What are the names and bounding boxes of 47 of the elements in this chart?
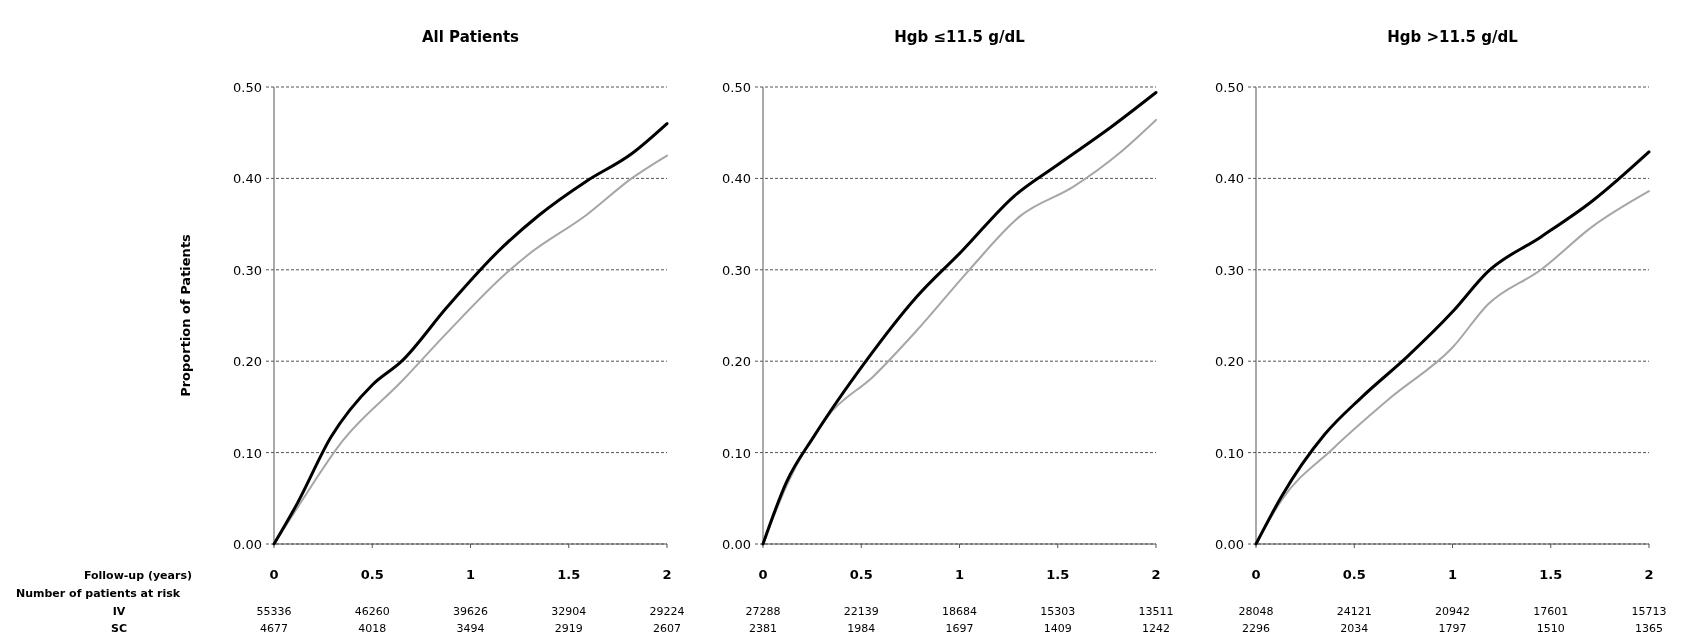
y-tick-label: 0.50 (233, 80, 262, 95)
x-tick-label: 1 (954, 567, 965, 582)
y-axis-title: Proportion of Patients (178, 233, 193, 397)
x-tick-label: 2 (1644, 567, 1654, 582)
y-tick-label: 0.10 (722, 445, 751, 461)
y-tick-label: 0.20 (722, 354, 751, 370)
text: SC (111, 622, 127, 635)
chart-title: All Patients (421, 28, 520, 46)
y-tick-label: 0.50 (1215, 80, 1244, 95)
y-tick-label: 0.30 (1215, 262, 1244, 278)
x-tick-label: 1.5 (557, 567, 581, 582)
y-tick-label: 0.00 (233, 537, 262, 552)
y-tick-label: 0.00 (1215, 537, 1244, 552)
chart-title: Hgb ≤11.5 g/dL (894, 28, 1026, 46)
y-tick-label: 0.50 (722, 80, 751, 95)
text: 28048 24121 20942 17601 15713 (1238, 605, 1667, 618)
y-tick-label: 0.40 (233, 171, 262, 187)
x-tick-label: 0 (269, 567, 279, 582)
chart-title: Hgb >11.5 g/dL (1387, 28, 1519, 46)
text: 27288 22139 18684 15303 13511 (745, 605, 1174, 618)
y-tick-label: 0.30 (233, 262, 262, 278)
x-tick-label: 0 (1251, 567, 1261, 582)
x-tick-label: 2 (1151, 567, 1161, 582)
text: 55336 46260 39626 32904 29224 (256, 605, 685, 618)
text: Number of patients at risk (16, 587, 181, 600)
x-tick-label: 0.5 (849, 567, 873, 582)
y-tick-label: 0.20 (1215, 354, 1244, 370)
x-tick-label: 2 (662, 567, 672, 582)
y-tick-label: 0.40 (722, 171, 751, 187)
y-tick-label: 0.10 (233, 445, 262, 461)
text: 4677 4018 3494 2919 2607 (260, 622, 681, 635)
x-tick-label: 1.5 (1539, 567, 1563, 582)
x-tick-label: 1 (465, 567, 476, 582)
text: 2296 2034 1797 1510 1365 (1242, 622, 1663, 635)
x-tick-label: 0 (758, 567, 768, 582)
y-tick-label: 0.00 (722, 537, 751, 552)
x-tick-label: 1 (1447, 567, 1458, 582)
y-tick-label: 0.20 (233, 354, 262, 370)
x-tick-label: 0.5 (1342, 567, 1366, 582)
y-tick-label: 0.10 (1215, 445, 1244, 461)
x-tick-label: 0.5 (360, 567, 384, 582)
text: 2381 1984 1697 1409 1242 (749, 622, 1170, 635)
y-tick-label: 0.30 (722, 262, 751, 278)
y-tick-label: 0.40 (1215, 171, 1244, 187)
text: Follow-up (years) (83, 569, 192, 582)
text: IV (112, 605, 126, 618)
x-tick-label: 1.5 (1046, 567, 1070, 582)
